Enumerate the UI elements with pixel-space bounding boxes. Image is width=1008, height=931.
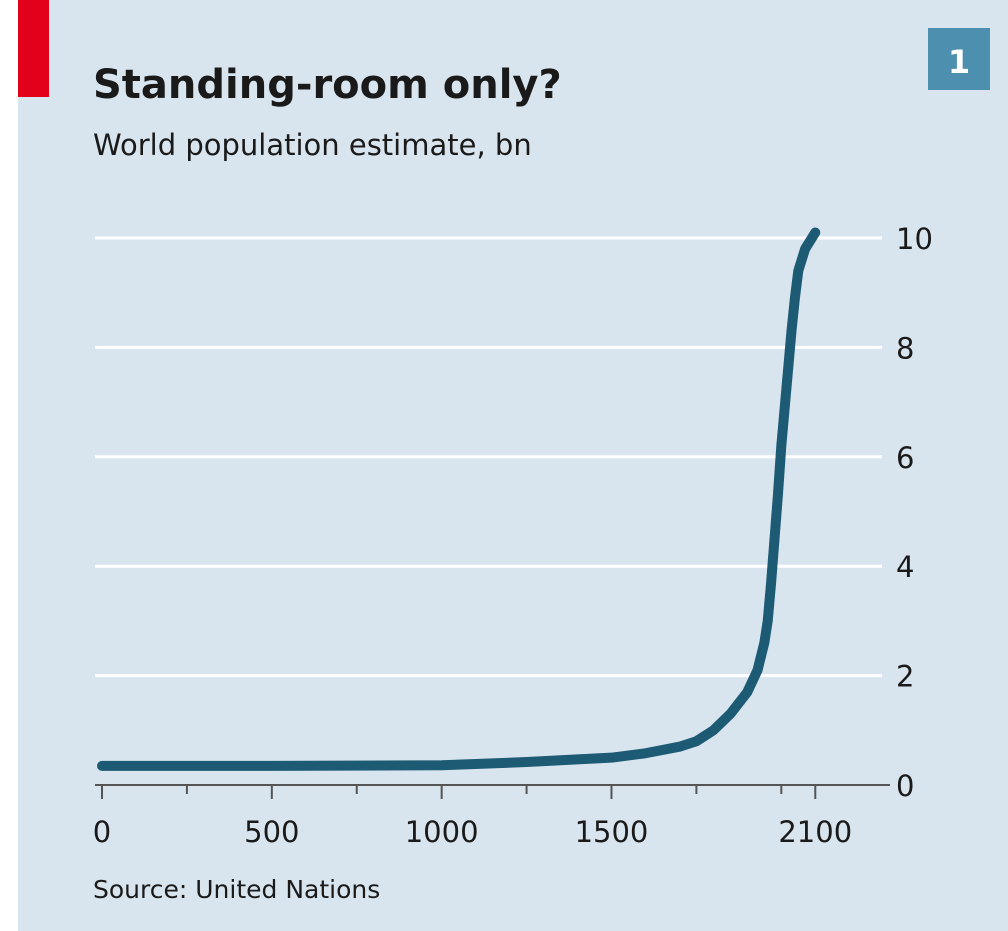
y-tick-label: 8: [896, 331, 914, 365]
source: Source: United Nations: [93, 875, 380, 904]
chart-title: Standing-room only?: [93, 62, 562, 108]
y-tick-label: 4: [896, 550, 914, 584]
chart: 1 Standing-room only? World population e…: [0, 0, 1008, 931]
badge: 1: [948, 43, 970, 81]
page: 1 Standing-room only? World population e…: [0, 0, 1008, 931]
x-tick-label: 1000: [405, 815, 479, 849]
y-tick-label: 6: [896, 441, 914, 475]
y-tick-label: 10: [896, 222, 933, 256]
y-tick-label: 0: [896, 769, 914, 803]
chart-subtitle: World population estimate, bn: [93, 128, 532, 162]
x-tick-label: 500: [244, 815, 299, 849]
x-tick-label: 2100: [778, 815, 852, 849]
x-tick-label: 1500: [575, 815, 649, 849]
y-tick-label: 2: [896, 660, 914, 694]
x-tick-label: 0: [93, 815, 111, 849]
red-tag: [18, 0, 49, 97]
